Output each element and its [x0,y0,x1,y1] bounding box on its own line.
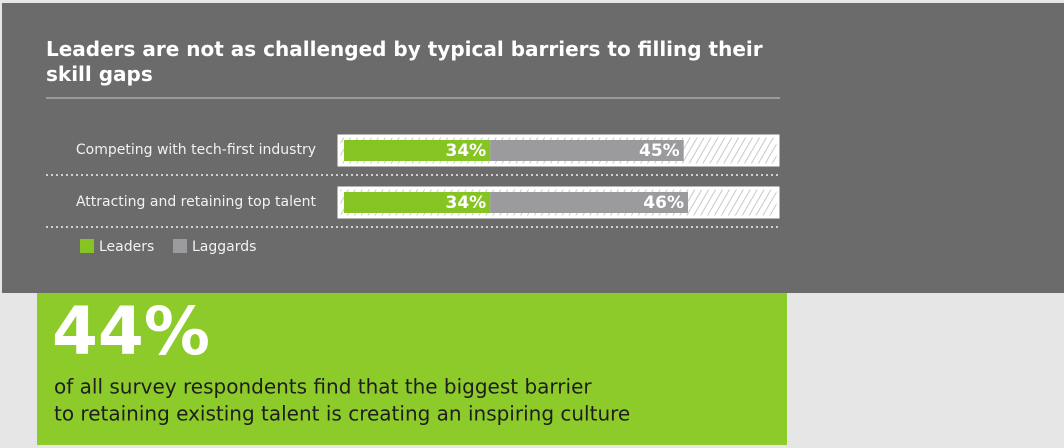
callout-text: of all survey respondents find that the … [54,375,592,399]
value-label: 46% [643,193,684,213]
legend-label: Leaders [99,239,154,255]
category-label: Attracting and retaining top talent [76,194,317,210]
value-label: 34% [445,141,486,161]
callout-panel [37,293,787,445]
value-label: 45% [639,141,680,161]
legend-swatch [173,239,187,253]
legend-label: Laggards [192,239,256,255]
bar-segment [344,140,491,161]
callout-text: to retaining existing talent is creating… [54,402,630,426]
callout-figure: 44% [52,293,210,370]
category-label: Competing with tech-first industry [76,142,316,158]
chart-title: Leaders are not as challenged by typical… [46,37,763,86]
bar-segment [344,192,491,213]
legend-swatch [80,239,94,253]
bar-segment [490,192,688,213]
value-label: 34% [445,193,486,213]
bar-segment [490,140,684,161]
